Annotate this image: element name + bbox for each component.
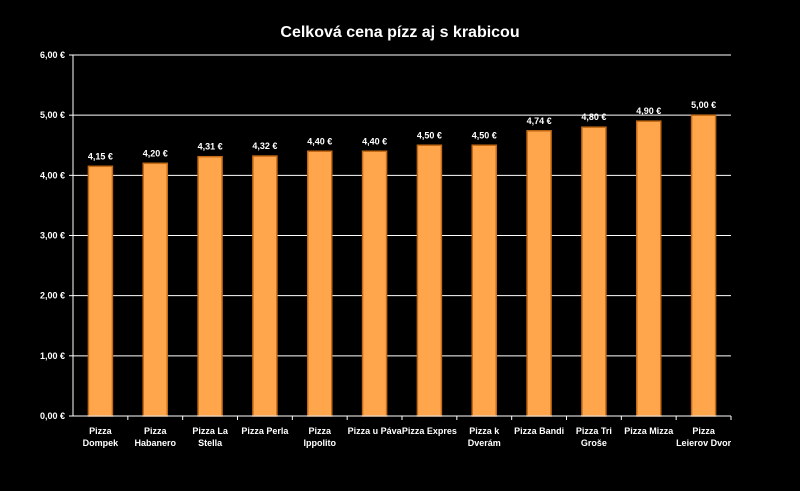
data-label: 4,40 € [362, 136, 387, 146]
y-axis-ticks: 0,00 € 1,00 € 2,00 € 3,00 € 4,00 € 5,00 € 6,00… [40, 50, 73, 421]
category-label: Pizza Bandi [514, 426, 564, 436]
y-tick-label: 3,00 € [40, 231, 65, 241]
category-label: Pizza Leierov Dvor [676, 426, 732, 448]
category-label: Pizza Tri Groše [576, 426, 612, 448]
category-label: Pizza Ippolito [304, 426, 337, 448]
data-label: 4,20 € [143, 148, 168, 158]
data-label: 4,80 € [581, 112, 606, 122]
y-tick-label: 2,00 € [40, 291, 65, 301]
category-label-line: Pizza u Páva [348, 426, 403, 436]
category-label-line: Stella [198, 438, 223, 448]
category-label: Pizza Expres [402, 426, 457, 436]
data-label: 5,00 € [691, 100, 716, 110]
category-label: Pizza u Páva [348, 426, 403, 436]
y-tick-label: 1,00 € [40, 351, 65, 361]
bar [416, 144, 443, 417]
data-label: 4,50 € [417, 130, 442, 140]
data-label: 4,40 € [307, 136, 332, 146]
category-label: Pizza Habanero [134, 426, 176, 448]
category-label-line: Pizza Bandi [514, 426, 564, 436]
category-label: Pizza Mizza [624, 426, 674, 436]
category-label-line: Pizza [692, 426, 716, 436]
category-label: Pizza La Stella [192, 426, 229, 448]
data-label: 4,31 € [198, 142, 223, 152]
category-label-line: Pizza Tri [576, 426, 612, 436]
y-tick-label: 5,00 € [40, 110, 65, 120]
bar [197, 155, 223, 417]
category-label: Pizza Perla [241, 426, 289, 436]
category-label-line: Pizza [89, 426, 113, 436]
category-label-line: Pizza Mizza [624, 426, 674, 436]
category-label-line: Dompek [83, 438, 120, 448]
category-label-line: Leierov Dvor [676, 438, 732, 448]
data-label: 4,90 € [636, 106, 661, 116]
category-label: Pizza k Dverám [468, 426, 501, 448]
y-tick-label: 0,00 € [40, 411, 65, 421]
category-label-line: Pizza La [192, 426, 229, 436]
category-label-line: Pizza Perla [241, 426, 289, 436]
bar [581, 126, 607, 417]
data-label: 4,74 € [527, 116, 552, 126]
category-label-line: Pizza k [469, 426, 500, 436]
bar [307, 150, 333, 417]
bars [87, 114, 717, 417]
data-label: 4,15 € [88, 151, 113, 161]
category-label-line: Pizza [144, 426, 168, 436]
bar [142, 162, 168, 417]
category-label-line: Dverám [468, 438, 501, 448]
category-label-line: Groše [581, 438, 607, 448]
category-label-line: Pizza Expres [402, 426, 457, 436]
bar [471, 144, 497, 417]
category-label: Pizza Dompek [83, 426, 120, 448]
bar [361, 150, 388, 417]
grid-lines [73, 54, 731, 357]
bar [636, 120, 662, 417]
category-label-line: Ippolito [304, 438, 337, 448]
data-label: 4,50 € [472, 130, 497, 140]
bar [252, 155, 278, 417]
category-label-line: Habanero [134, 438, 176, 448]
data-label: 4,32 € [252, 141, 277, 151]
bar [690, 114, 717, 417]
data-labels: 4,15 € 4,20 € 4,31 € 4,32 € 4,40 € 4,40 € 4,50… [88, 100, 716, 161]
chart-title: Celková cena pízz aj s krabicou [280, 24, 519, 41]
bar [526, 130, 552, 417]
bar [87, 165, 114, 417]
y-tick-label: 6,00 € [40, 50, 65, 60]
y-tick-label: 4,00 € [40, 170, 65, 180]
category-label-line: Pizza [308, 426, 332, 436]
